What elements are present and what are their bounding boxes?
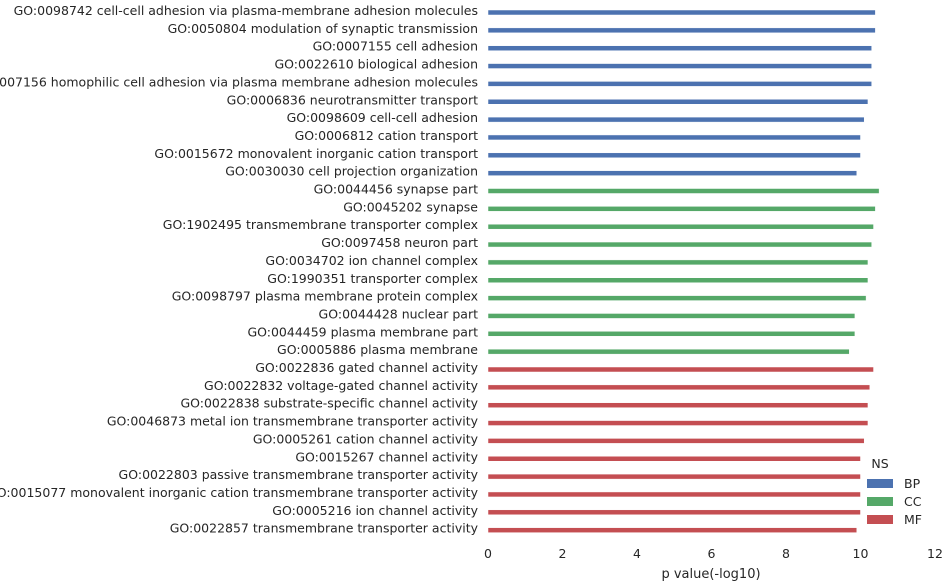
bar-cc (487, 223, 874, 230)
x-tick-label: 8 (782, 546, 790, 561)
bar-bp (487, 9, 876, 16)
category-label: GO:0015267 channel activity (295, 449, 478, 464)
category-label: GO:0045202 synapse (343, 199, 478, 214)
bar-bp (487, 63, 872, 69)
bar-mf (487, 527, 858, 533)
bar-cc (487, 206, 876, 212)
bar-mf (487, 473, 861, 480)
category-label: GO:0022832 voltage-gated channel activit… (204, 378, 479, 393)
bar-cc (487, 277, 869, 283)
category-label: GO:0030030 cell projection organization (225, 164, 478, 179)
bar-cc (487, 295, 867, 301)
x-tick-label: 12 (927, 546, 943, 561)
bar-mf (487, 456, 861, 462)
x-axis: 0 2 4 6 8 10 12 (484, 546, 943, 561)
legend-label-bp: BP (904, 476, 921, 491)
bar-bp (487, 81, 872, 87)
legend-swatch-mf (867, 515, 893, 524)
bar-cc (487, 259, 869, 266)
category-label: GO:0044459 plasma membrane part (247, 324, 478, 339)
category-label: GO:0022803 passive transmembrane transpo… (119, 467, 479, 482)
bar-mf (487, 491, 861, 498)
category-label: GO:0005216 ion channel activity (272, 503, 478, 518)
legend-swatch-cc (867, 497, 893, 506)
category-label: GO:0022857 transmembrane transporter act… (170, 521, 479, 536)
category-label: GO:0098742 cell-cell adhesion via plasma… (14, 3, 478, 18)
bar-bp (487, 116, 865, 123)
bar-cc (487, 313, 856, 319)
bar-mf (487, 384, 871, 391)
category-label: GO:0005261 cation channel activity (253, 431, 479, 446)
bar-mf (487, 420, 869, 426)
category-labels: GO:0098742 cell-cell adhesion via plasma… (0, 3, 479, 536)
bar-bp (487, 27, 876, 34)
category-label: GO:0007156 homophilic cell adhesion via … (0, 74, 478, 89)
category-label: GO:1990351 transporter complex (267, 271, 478, 286)
x-tick-label: 4 (633, 546, 641, 561)
bar-mf (487, 366, 874, 373)
x-axis-label: p value(-log10) (661, 567, 760, 582)
x-tick-label: 6 (708, 546, 716, 561)
category-label: GO:0098797 plasma membrane protein compl… (172, 289, 478, 304)
bar-cc (487, 241, 872, 248)
bar-cc (487, 348, 850, 355)
category-label: GO:0022836 gated channel activity (255, 360, 478, 375)
legend-title: NS (871, 456, 888, 471)
bar-bp (487, 45, 872, 51)
legend-entries: BP CC MF (867, 476, 922, 527)
x-tick-label: 0 (484, 546, 492, 561)
legend-label-cc: CC (904, 494, 922, 509)
category-label: GO:0044456 synapse part (314, 182, 478, 197)
legend: NS BP CC MF (867, 456, 922, 527)
bar-bp (487, 134, 861, 141)
category-label: GO:0006836 neurotransmitter transport (227, 92, 478, 107)
x-tick-label: 2 (559, 546, 567, 561)
category-label: GO:0007155 cell adhesion (313, 39, 478, 54)
bars-layer (487, 9, 880, 533)
legend-swatch-bp (867, 479, 893, 488)
legend-label-mf: MF (904, 512, 922, 527)
bar-bp (487, 99, 869, 105)
category-label: GO:0005886 plasma membrane (277, 342, 478, 357)
category-label: GO:0046873 metal ion transmembrane trans… (107, 414, 479, 429)
category-label: GO:0097458 neuron part (321, 235, 478, 250)
category-label: GO:1902495 transmembrane transporter com… (163, 217, 478, 232)
bar-mf (487, 402, 869, 408)
category-label: GO:0034702 ion channel complex (265, 253, 478, 268)
x-tick-label: 10 (853, 546, 869, 561)
category-label: GO:0022610 biological adhesion (275, 57, 479, 72)
bar-mf (487, 438, 865, 444)
category-label: GO:0044428 nuclear part (319, 306, 479, 321)
category-label: GO:0050804 modulation of synaptic transm… (168, 21, 478, 36)
bar-bp (487, 170, 858, 176)
category-label: GO:0006812 cation transport (295, 128, 478, 143)
bar-cc (487, 188, 880, 194)
bar-mf (487, 509, 861, 516)
bar-bp (487, 152, 861, 159)
bar-cc (487, 331, 856, 337)
category-label: GO:0098609 cell-cell adhesion (287, 110, 478, 125)
category-label: GO:0015077 monovalent inorganic cation t… (0, 485, 479, 500)
category-label: GO:0022838 substrate-specific channel ac… (180, 396, 478, 411)
category-label: GO:0015672 monovalent inorganic cation t… (154, 146, 478, 161)
